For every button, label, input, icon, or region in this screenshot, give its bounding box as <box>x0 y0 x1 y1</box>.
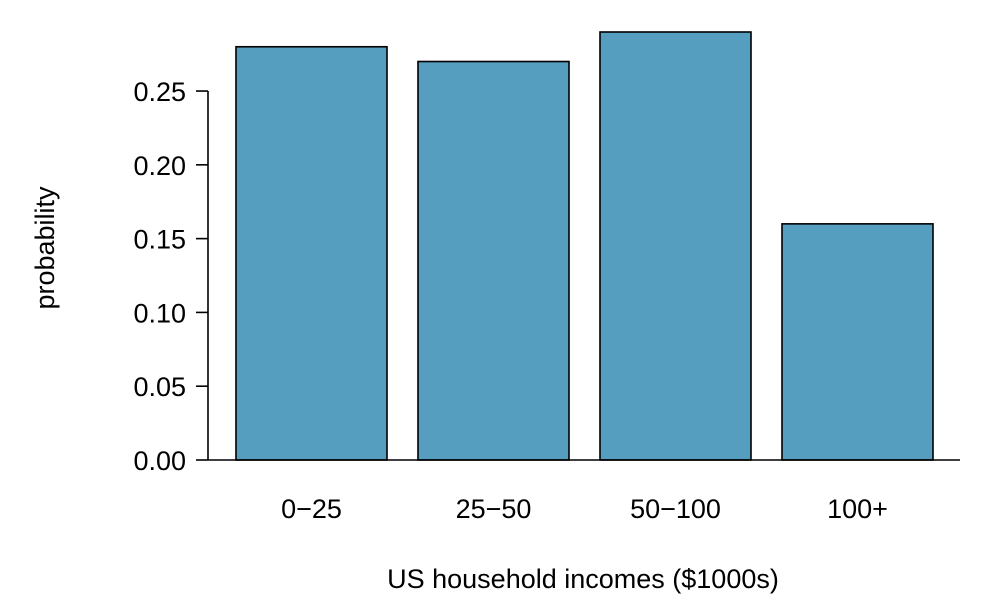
y-axis: 0.00 0.05 0.10 0.15 0.20 0.25 <box>133 77 209 476</box>
x-axis: 0−25 25−50 50−100 100+ <box>208 459 960 524</box>
y-tick-label: 0.05 <box>133 372 186 402</box>
x-tick-label: 25−50 <box>456 494 532 524</box>
bar <box>417 60 570 461</box>
bar <box>235 45 388 461</box>
y-axis-title: probability <box>30 186 60 310</box>
y-tick-label: 0.20 <box>133 151 186 181</box>
x-tick-label: 50−100 <box>630 494 721 524</box>
bar <box>781 223 934 461</box>
x-axis-title: US household incomes ($1000s) <box>387 564 779 594</box>
bars <box>235 31 934 461</box>
x-tick-label: 0−25 <box>281 494 342 524</box>
y-tick-label: 0.00 <box>133 446 186 476</box>
x-tick-label: 100+ <box>827 494 888 524</box>
bar <box>599 31 752 461</box>
y-tick-label: 0.25 <box>133 77 186 107</box>
y-tick-label: 0.15 <box>133 225 186 255</box>
y-tick-label: 0.10 <box>133 298 186 328</box>
